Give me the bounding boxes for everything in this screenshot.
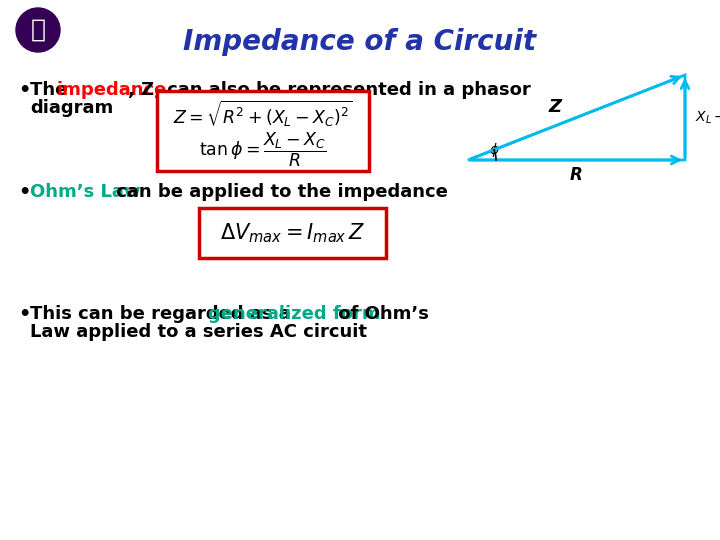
Text: The: The [30, 81, 73, 99]
Text: , Z, can also be represented in a phasor: , Z, can also be represented in a phasor [128, 81, 531, 99]
Text: $\Delta V_{max} = I_{max}\, Z$: $\Delta V_{max} = I_{max}\, Z$ [220, 221, 365, 245]
Text: This can be regarded as a: This can be regarded as a [30, 305, 297, 323]
Text: Impedance of a Circuit: Impedance of a Circuit [184, 28, 536, 56]
Text: $X_L-X_C$: $X_L-X_C$ [695, 109, 720, 126]
Text: $\phi$: $\phi$ [489, 141, 500, 159]
FancyBboxPatch shape [157, 91, 369, 171]
Text: $Z = \sqrt{R^2 + (X_L - X_C)^2}$: $Z = \sqrt{R^2 + (X_L - X_C)^2}$ [173, 99, 353, 129]
Text: impedance: impedance [57, 81, 167, 99]
Text: •: • [18, 80, 30, 99]
Text: •: • [18, 183, 30, 201]
Text: diagram: diagram [30, 99, 113, 117]
FancyBboxPatch shape [199, 208, 386, 258]
Text: R: R [570, 166, 583, 184]
Text: •: • [18, 305, 30, 323]
Text: generalized form: generalized form [208, 305, 381, 323]
Text: Z: Z [548, 98, 561, 117]
Circle shape [16, 8, 60, 52]
Text: 🦎: 🦎 [30, 18, 45, 42]
Text: $\tan\phi = \dfrac{X_L - X_C}{R}$: $\tan\phi = \dfrac{X_L - X_C}{R}$ [199, 131, 327, 169]
Text: Ohm’s Law: Ohm’s Law [30, 183, 140, 201]
Text: can be applied to the impedance: can be applied to the impedance [110, 183, 448, 201]
Text: Law applied to a series AC circuit: Law applied to a series AC circuit [30, 323, 367, 341]
Text: of Ohm’s: of Ohm’s [332, 305, 429, 323]
